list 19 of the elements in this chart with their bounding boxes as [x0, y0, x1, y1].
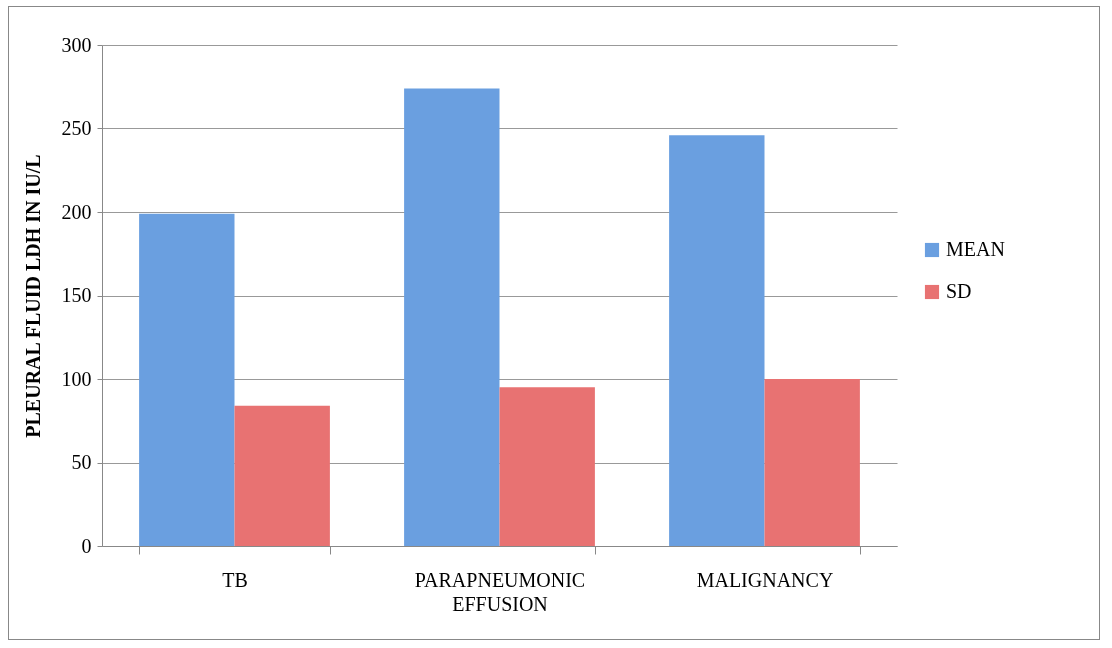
x-tick-label: TB — [222, 568, 248, 591]
y-tick-label: 200 — [61, 200, 92, 223]
bar — [234, 405, 330, 546]
bar — [404, 88, 500, 546]
y-axis-title: PLEURAL FLUID LDH IN IU/L — [21, 154, 44, 438]
bar — [669, 135, 765, 546]
bar — [139, 213, 235, 546]
y-tick-label: 150 — [61, 284, 92, 306]
legend-label: MEAN — [946, 238, 1005, 260]
x-tick-label: MALIGNANCY — [696, 568, 834, 591]
bar — [499, 387, 595, 546]
y-tick-label: 250 — [61, 117, 92, 139]
bar — [764, 379, 860, 546]
y-tick-label: 0 — [81, 534, 92, 557]
y-tick-label: 100 — [61, 367, 92, 390]
y-tick-label: 50 — [71, 451, 92, 473]
x-tick-label: PARAPNEUMONIC EFFUSION — [414, 568, 586, 615]
y-tick-label: 300 — [61, 33, 92, 56]
legend-label: SD — [946, 280, 972, 302]
